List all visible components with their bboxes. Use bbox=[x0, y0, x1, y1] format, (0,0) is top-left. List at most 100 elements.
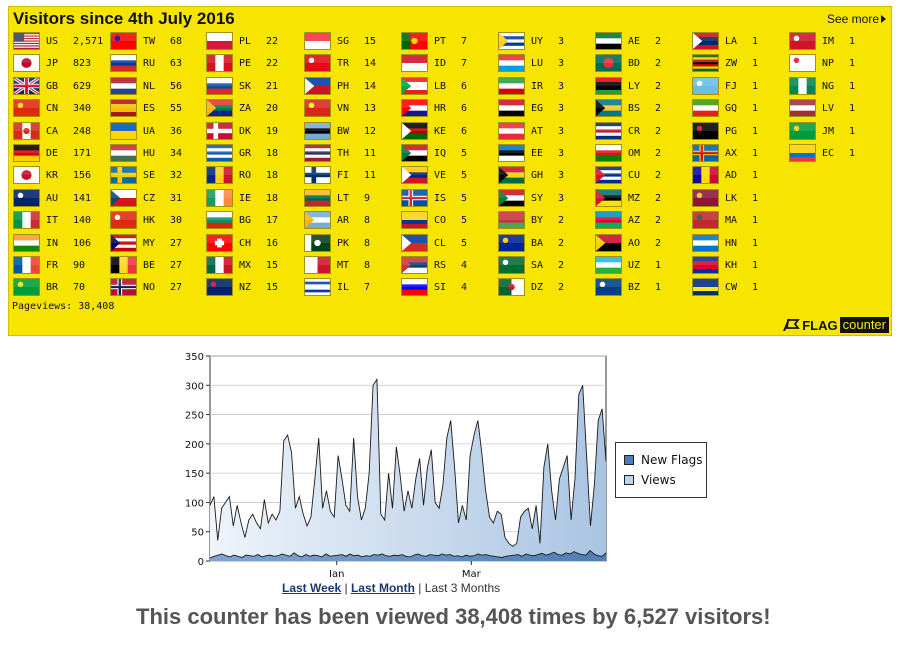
country-entry-fi[interactable]: FI 11 bbox=[304, 165, 400, 187]
country-entry-nz[interactable]: NZ 15 bbox=[206, 277, 302, 299]
country-entry-vn[interactable]: VN 13 bbox=[304, 98, 400, 120]
last-month-link[interactable]: Last Month bbox=[350, 581, 415, 595]
country-entry-th[interactable]: TH 11 bbox=[304, 143, 400, 165]
country-entry-bw[interactable]: BW 12 bbox=[304, 121, 400, 143]
country-entry-lk[interactable]: LK 1 bbox=[692, 188, 788, 210]
country-entry-pe[interactable]: PE 22 bbox=[206, 53, 302, 75]
country-entry-bg[interactable]: BG 17 bbox=[206, 210, 302, 232]
country-entry-ar[interactable]: AR 8 bbox=[304, 210, 400, 232]
country-entry-uz[interactable]: UZ 1 bbox=[595, 255, 691, 277]
country-entry-hu[interactable]: HU 34 bbox=[110, 143, 206, 165]
country-entry-mx[interactable]: MX 15 bbox=[206, 255, 302, 277]
country-entry-fj[interactable]: FJ 1 bbox=[692, 76, 788, 98]
country-entry-tw[interactable]: TW 68 bbox=[110, 31, 206, 53]
country-entry-kr[interactable]: KR 156 bbox=[13, 165, 109, 187]
country-entry-it[interactable]: IT 140 bbox=[13, 210, 109, 232]
country-entry-se[interactable]: SE 32 bbox=[110, 165, 206, 187]
country-entry-ro[interactable]: RO 18 bbox=[206, 165, 302, 187]
country-entry-ng[interactable]: NG 1 bbox=[789, 76, 885, 98]
country-entry-az[interactable]: AZ 2 bbox=[595, 210, 691, 232]
country-entry-my[interactable]: MY 27 bbox=[110, 233, 206, 255]
country-entry-eg[interactable]: EG 3 bbox=[498, 98, 594, 120]
country-entry-sg[interactable]: SG 15 bbox=[304, 31, 400, 53]
country-entry-pt[interactable]: PT 7 bbox=[401, 31, 497, 53]
country-entry-gq[interactable]: GQ 1 bbox=[692, 98, 788, 120]
country-entry-at[interactable]: AT 3 bbox=[498, 121, 594, 143]
country-entry-ir[interactable]: IR 3 bbox=[498, 76, 594, 98]
country-entry-jm[interactable]: JM 1 bbox=[789, 121, 885, 143]
country-entry-lb[interactable]: LB 6 bbox=[401, 76, 497, 98]
country-entry-id[interactable]: ID 7 bbox=[401, 53, 497, 75]
country-entry-pl[interactable]: PL 22 bbox=[206, 31, 302, 53]
country-entry-za[interactable]: ZA 20 bbox=[206, 98, 302, 120]
country-entry-ie[interactable]: IE 18 bbox=[206, 188, 302, 210]
country-entry-jp[interactable]: JP 823 bbox=[13, 53, 109, 75]
country-entry-mz[interactable]: MZ 2 bbox=[595, 188, 691, 210]
country-entry-au[interactable]: AU 141 bbox=[13, 188, 109, 210]
country-entry-rs[interactable]: RS 4 bbox=[401, 255, 497, 277]
country-entry-ae[interactable]: AE 2 bbox=[595, 31, 691, 53]
country-entry-ee[interactable]: EE 3 bbox=[498, 143, 594, 165]
country-entry-cl[interactable]: CL 5 bbox=[401, 233, 497, 255]
last-week-link[interactable]: Last Week bbox=[282, 581, 342, 595]
country-entry-ca[interactable]: CA 248 bbox=[13, 121, 109, 143]
country-entry-lu[interactable]: LU 3 bbox=[498, 53, 594, 75]
country-entry-hr[interactable]: HR 6 bbox=[401, 98, 497, 120]
country-entry-ru[interactable]: RU 63 bbox=[110, 53, 206, 75]
country-entry-ec[interactable]: EC 1 bbox=[789, 143, 885, 165]
country-entry-gb[interactable]: GB 629 bbox=[13, 76, 109, 98]
country-entry-sy[interactable]: SY 3 bbox=[498, 188, 594, 210]
country-entry-pk[interactable]: PK 8 bbox=[304, 233, 400, 255]
country-entry-cn[interactable]: CN 340 bbox=[13, 98, 109, 120]
country-entry-es[interactable]: ES 55 bbox=[110, 98, 206, 120]
country-entry-ad[interactable]: AD 1 bbox=[692, 165, 788, 187]
country-entry-np[interactable]: NP 1 bbox=[789, 53, 885, 75]
country-entry-sa[interactable]: SA 2 bbox=[498, 255, 594, 277]
country-entry-gh[interactable]: GH 3 bbox=[498, 165, 594, 187]
country-entry-cr[interactable]: CR 2 bbox=[595, 121, 691, 143]
country-entry-kh[interactable]: KH 1 bbox=[692, 255, 788, 277]
country-entry-cu[interactable]: CU 2 bbox=[595, 165, 691, 187]
country-entry-bs[interactable]: BS 2 bbox=[595, 98, 691, 120]
country-entry-ke[interactable]: KE 6 bbox=[401, 121, 497, 143]
country-entry-la[interactable]: LA 1 bbox=[692, 31, 788, 53]
country-entry-ch[interactable]: CH 16 bbox=[206, 233, 302, 255]
country-entry-si[interactable]: SI 4 bbox=[401, 277, 497, 299]
country-entry-in[interactable]: IN 106 bbox=[13, 233, 109, 255]
country-entry-br[interactable]: BR 70 bbox=[13, 277, 109, 299]
country-entry-tr[interactable]: TR 14 bbox=[304, 53, 400, 75]
country-entry-bz[interactable]: BZ 1 bbox=[595, 277, 691, 299]
country-entry-cz[interactable]: CZ 31 bbox=[110, 188, 206, 210]
country-entry-ax[interactable]: AX 1 bbox=[692, 143, 788, 165]
country-entry-im[interactable]: IM 1 bbox=[789, 31, 885, 53]
flag-counter-logo[interactable]: FLAG counter bbox=[782, 317, 889, 333]
country-entry-dz[interactable]: DZ 2 bbox=[498, 277, 594, 299]
country-entry-ba[interactable]: BA 2 bbox=[498, 233, 594, 255]
country-entry-by[interactable]: BY 2 bbox=[498, 210, 594, 232]
country-entry-fr[interactable]: FR 90 bbox=[13, 255, 109, 277]
country-entry-ua[interactable]: UA 36 bbox=[110, 121, 206, 143]
country-entry-co[interactable]: CO 5 bbox=[401, 210, 497, 232]
country-entry-mt[interactable]: MT 8 bbox=[304, 255, 400, 277]
country-entry-lt[interactable]: LT 9 bbox=[304, 188, 400, 210]
country-entry-be[interactable]: BE 27 bbox=[110, 255, 206, 277]
country-entry-dk[interactable]: DK 19 bbox=[206, 121, 302, 143]
country-entry-ve[interactable]: VE 5 bbox=[401, 165, 497, 187]
country-entry-hn[interactable]: HN 1 bbox=[692, 233, 788, 255]
country-entry-no[interactable]: NO 27 bbox=[110, 277, 206, 299]
country-entry-ph[interactable]: PH 14 bbox=[304, 76, 400, 98]
see-more-link[interactable]: See more bbox=[827, 12, 886, 26]
country-entry-iq[interactable]: IQ 5 bbox=[401, 143, 497, 165]
country-entry-ao[interactable]: AO 2 bbox=[595, 233, 691, 255]
country-entry-nl[interactable]: NL 56 bbox=[110, 76, 206, 98]
country-entry-lv[interactable]: LV 1 bbox=[789, 98, 885, 120]
country-entry-de[interactable]: DE 171 bbox=[13, 143, 109, 165]
country-entry-bd[interactable]: BD 2 bbox=[595, 53, 691, 75]
country-entry-ma[interactable]: MA 1 bbox=[692, 210, 788, 232]
country-entry-pg[interactable]: PG 1 bbox=[692, 121, 788, 143]
country-entry-cw[interactable]: CW 1 bbox=[692, 277, 788, 299]
country-entry-zw[interactable]: ZW 1 bbox=[692, 53, 788, 75]
country-entry-gr[interactable]: GR 18 bbox=[206, 143, 302, 165]
country-entry-il[interactable]: IL 7 bbox=[304, 277, 400, 299]
country-entry-ly[interactable]: LY 2 bbox=[595, 76, 691, 98]
